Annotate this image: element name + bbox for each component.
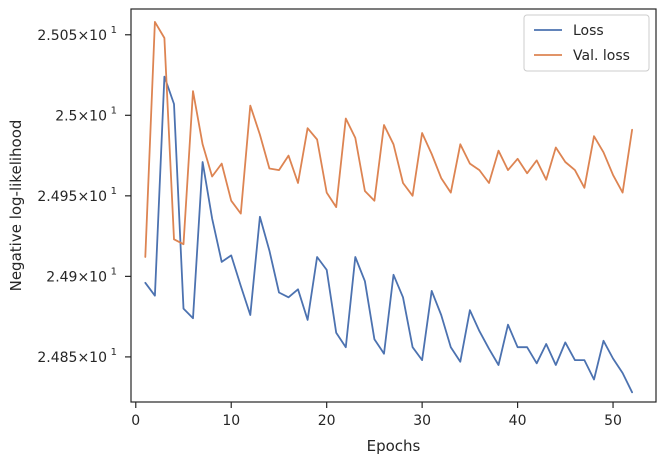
y-tick-exponent: 1 [111, 347, 117, 358]
y-tick-label: 2.485×10 [37, 350, 107, 366]
x-tick-label: 10 [222, 413, 240, 429]
y-tick-label: 2.495×10 [37, 189, 107, 205]
y-tick-exponent: 1 [111, 105, 117, 116]
legend-label-loss: Loss [573, 23, 604, 39]
y-tick-times-ten: ×10 [77, 350, 107, 366]
x-tick-label: 20 [318, 413, 336, 429]
x-tick-label: 0 [131, 413, 140, 429]
plot-frame [130, 8, 657, 403]
x-tick-label: 40 [509, 413, 527, 429]
y-tick-times-ten: ×10 [77, 108, 107, 124]
y-tick-mantissa: 2.49 [46, 269, 77, 285]
y-tick-exponent: 1 [111, 186, 117, 197]
y-tick-label: 2.505×10 [37, 28, 107, 44]
x-tick-label: 30 [413, 413, 431, 429]
y-tick-mantissa: 2.495 [37, 189, 77, 205]
y-tick-times-ten: ×10 [77, 269, 107, 285]
y-tick-exponent: 1 [111, 25, 117, 36]
y-tick-exponent: 1 [111, 266, 117, 277]
y-tick-mantissa: 2.485 [37, 350, 77, 366]
x-tick-label: 50 [604, 413, 622, 429]
y-axis-label: Negative log-likelihood [7, 120, 25, 292]
y-tick-times-ten: ×10 [77, 189, 107, 205]
y-tick-label: 2.49×10 [46, 269, 107, 285]
y-tick-label: 2.5×10 [55, 108, 107, 124]
legend-label-val-loss: Val. loss [573, 48, 630, 64]
series-line-loss [144, 75, 633, 394]
legend-box [523, 14, 650, 72]
y-tick-times-ten: ×10 [77, 28, 107, 44]
y-tick-mantissa: 2.5 [55, 108, 77, 124]
series-line-val-loss [144, 20, 633, 258]
x-axis-label: Epochs [367, 437, 421, 455]
y-tick-mantissa: 2.505 [37, 28, 77, 44]
